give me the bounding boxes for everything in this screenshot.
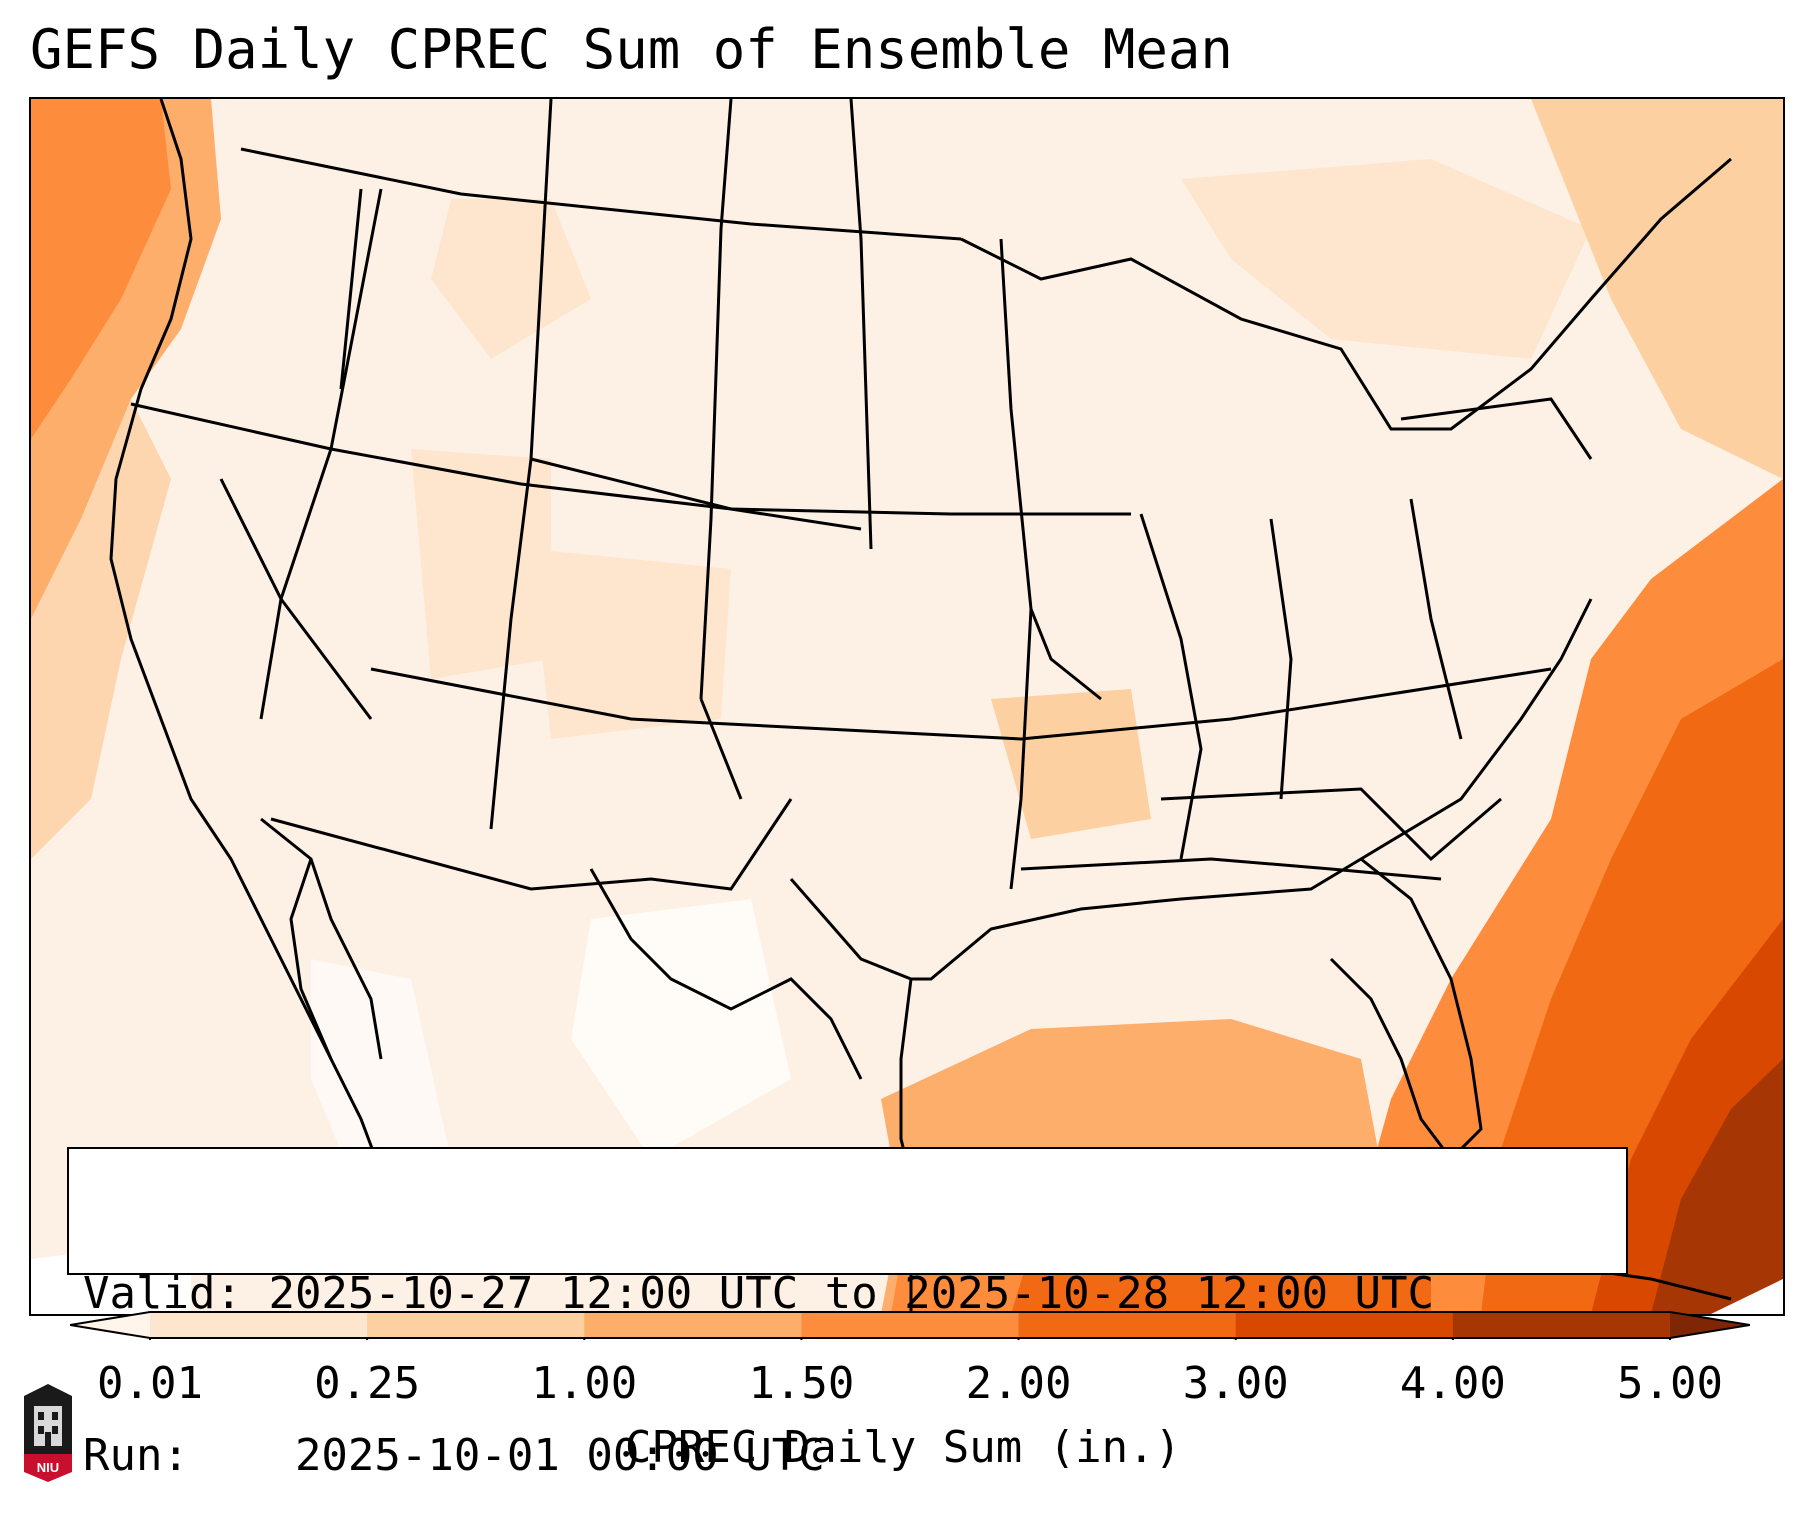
colorbar-tick-label: 0.25	[314, 1358, 421, 1409]
colorbar-segment	[1235, 1312, 1454, 1338]
colorbar-extend-high	[1670, 1312, 1750, 1338]
valid-line: Valid: 2025-10-27 12:00 UTC to 2025-10-2…	[83, 1267, 1626, 1321]
precip-map	[31, 99, 1783, 1314]
valid-label: Valid:	[83, 1268, 242, 1319]
colorbar-tick-label: 5.00	[1617, 1358, 1723, 1409]
colorbar-extend-low	[70, 1312, 150, 1338]
colorbar	[70, 1311, 1750, 1340]
colorbar-label: CPREC Daily Sum (in.)	[624, 1422, 1182, 1473]
chart-title: GEFS Daily CPREC Sum of Ensemble Mean	[30, 18, 1233, 81]
colorbar-tick-label: 3.00	[1182, 1358, 1289, 1409]
niu-logo: NIU	[24, 1384, 72, 1482]
colorbar-segment	[367, 1312, 585, 1338]
colorbar-segment	[1452, 1312, 1671, 1338]
state-borders	[109, 99, 1732, 1314]
run-label: Run:	[83, 1430, 189, 1481]
map-panel	[29, 97, 1785, 1316]
run-line: Run: 2025-10-01 00:00 UTC	[83, 1429, 1626, 1483]
colorbar-tick-label: 2.00	[965, 1358, 1072, 1409]
valid-value: 2025-10-27 12:00 UTC to 2025-10-28 12:00…	[268, 1268, 1435, 1319]
colorbar-tick-label: 4.00	[1399, 1358, 1506, 1409]
colorbar-segment	[584, 1312, 802, 1338]
colorbar-tick-label: 1.00	[531, 1358, 638, 1409]
colorbar-tick-label: 0.01	[97, 1358, 203, 1409]
run-value: 2025-10-01 00:00 UTC	[294, 1430, 825, 1481]
colorbar-segment	[801, 1312, 1020, 1338]
colorbar-tick-label: 1.50	[748, 1358, 855, 1409]
colorbar-segment	[150, 1312, 368, 1338]
colorbar-segment	[1018, 1312, 1237, 1338]
svg-text:NIU: NIU	[37, 1460, 59, 1475]
valid-run-info-box: Valid: 2025-10-27 12:00 UTC to 2025-10-2…	[67, 1147, 1628, 1481]
